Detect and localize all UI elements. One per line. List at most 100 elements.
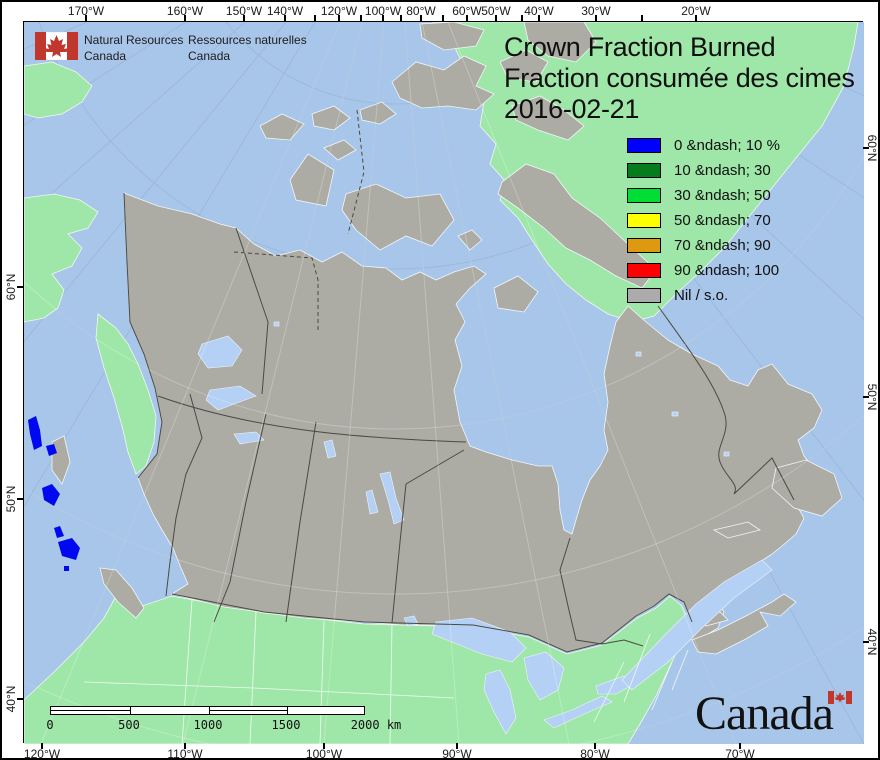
tick-mark xyxy=(17,286,23,288)
wordmark-flag-icon xyxy=(828,691,852,704)
tick-mark xyxy=(284,15,286,21)
lake-athabasca xyxy=(233,431,265,445)
tick-label: 170°W xyxy=(67,4,105,18)
tick-mark xyxy=(863,641,869,643)
legend: 0 &ndash; 10 % 10 &ndash; 30 30 &ndash; 50… xyxy=(627,137,780,313)
map-frame xyxy=(23,21,864,744)
tick-label: 100°W xyxy=(305,747,343,760)
graticule-overlay xyxy=(24,22,864,744)
province-borders xyxy=(123,192,795,653)
tick-label: 90°W xyxy=(442,747,472,760)
tick-mark xyxy=(400,15,402,21)
tick-mark xyxy=(184,15,186,21)
victoria-island xyxy=(341,183,455,251)
scale-label: 0 xyxy=(46,718,54,732)
tick-mark xyxy=(338,15,340,21)
canada-flag-icon xyxy=(35,32,78,60)
lakes xyxy=(197,321,773,735)
tick-mark xyxy=(17,698,23,700)
legend-label: 90 &ndash; 100 xyxy=(674,262,780,279)
tick-label: 50°W xyxy=(481,4,511,18)
us-state-borders xyxy=(83,599,689,744)
legend-swatch xyxy=(627,238,661,253)
alaska-panhandle xyxy=(95,313,157,475)
legend-item: 70 &ndash; 90 xyxy=(627,237,780,254)
great-slave-lake xyxy=(205,385,257,411)
border-sk-mb xyxy=(285,421,317,623)
border-qc-nl xyxy=(657,305,795,501)
burn-patches xyxy=(28,416,80,571)
southampton-island xyxy=(493,275,539,313)
legend-label: 10 &ndash; 30 xyxy=(674,162,771,179)
border-60n-nwt xyxy=(157,395,467,443)
border-on-qc xyxy=(559,537,644,647)
legend-item: 50 &ndash; 70 xyxy=(627,212,780,229)
tick-label: 60°N xyxy=(865,134,879,162)
reindeer-lake xyxy=(323,439,337,459)
border-yukon-nwt xyxy=(235,227,269,395)
tick-label: 80°W xyxy=(406,4,436,18)
tick-mark xyxy=(456,743,458,749)
legend-item: 90 &ndash; 100 xyxy=(627,262,780,279)
parry-islands xyxy=(259,101,397,161)
ellesmere-devon-islands xyxy=(391,22,597,141)
tick-label: 160°W xyxy=(166,4,204,18)
tick-mark xyxy=(382,15,384,21)
legend-swatch xyxy=(627,288,661,303)
border-alaska-yukon xyxy=(123,192,163,479)
territorial-borders-dashed xyxy=(233,109,365,332)
legend-item: 30 &ndash; 50 xyxy=(627,187,780,204)
tick-mark xyxy=(41,743,43,749)
alaska-mainland xyxy=(24,193,99,323)
legend-label: 30 &ndash; 50 xyxy=(674,187,771,204)
title-date: 2016-02-21 xyxy=(504,94,640,124)
lake-erie xyxy=(543,695,613,729)
lake-superior xyxy=(431,617,527,663)
tick-mark xyxy=(85,15,87,21)
tick-label: 50°N xyxy=(865,383,879,411)
great-bear-lake xyxy=(197,335,243,369)
border-canada-usa xyxy=(171,593,693,653)
tick-mark xyxy=(314,15,316,21)
canada-wordmark: Canada xyxy=(695,687,834,740)
legend-swatch xyxy=(627,163,661,178)
tick-mark xyxy=(495,15,497,21)
legend-item: Nil / s.o. xyxy=(627,287,780,304)
legend-item: 10 &ndash; 30 xyxy=(627,162,780,179)
tick-mark xyxy=(360,15,362,21)
tick-mark xyxy=(243,15,245,21)
scale-label: 2000 km xyxy=(350,718,402,732)
tick-label: 120°W xyxy=(23,747,61,760)
tick-mark xyxy=(184,743,186,749)
tick-mark xyxy=(466,15,468,21)
border-mb-on xyxy=(391,449,465,624)
scale-label: 1000 xyxy=(193,718,223,732)
scale-label: 1500 xyxy=(271,718,301,732)
tick-mark xyxy=(442,15,444,21)
tick-mark xyxy=(323,743,325,749)
map-canvas xyxy=(24,22,864,744)
tick-mark xyxy=(695,15,697,21)
tick-label: 150°W xyxy=(225,4,263,18)
tick-label: 50°N xyxy=(4,485,18,513)
tick-mark xyxy=(538,15,540,21)
vancouver-island xyxy=(99,567,145,619)
legend-label: 0 &ndash; 10 % xyxy=(674,137,780,154)
tick-mark xyxy=(641,15,643,21)
tick-label: 30°W xyxy=(581,4,611,18)
anticosti-island xyxy=(712,521,761,539)
tick-label: 110°W xyxy=(167,747,203,760)
tick-mark xyxy=(739,743,741,749)
tick-label: 80°W xyxy=(580,747,610,760)
legend-swatch xyxy=(627,188,661,203)
border-bc-ab xyxy=(165,393,203,597)
tick-label: 40°N xyxy=(865,628,879,656)
tick-mark xyxy=(863,147,869,149)
tick-label: 120°W xyxy=(320,4,358,18)
legend-item: 0 &ndash; 10 % xyxy=(627,137,780,154)
lake-huron xyxy=(523,651,565,701)
title-en: Crown Fraction Burned xyxy=(504,32,776,62)
king-william-island xyxy=(457,229,483,251)
tick-mark xyxy=(521,15,523,21)
